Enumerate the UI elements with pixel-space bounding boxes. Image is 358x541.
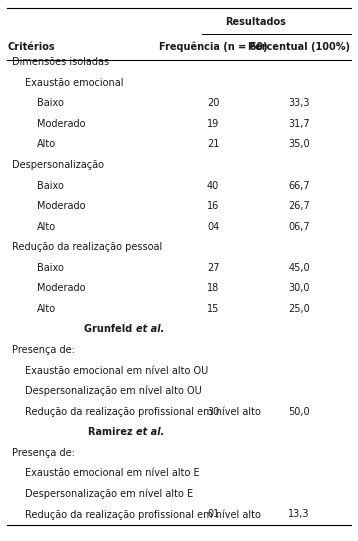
Text: Frequência (n = 60): Frequência (n = 60) xyxy=(159,42,267,52)
Text: Resultados: Resultados xyxy=(226,17,286,27)
Text: Critérios: Critérios xyxy=(7,42,55,52)
Text: 16: 16 xyxy=(207,201,219,211)
Text: Percentual (100%): Percentual (100%) xyxy=(248,42,350,52)
Text: et al.: et al. xyxy=(136,427,164,437)
Text: Redução da realização profissional em nível alto: Redução da realização profissional em ní… xyxy=(25,509,261,520)
Text: 66,7: 66,7 xyxy=(288,181,310,190)
Text: Exaustão emocional: Exaustão emocional xyxy=(25,78,124,88)
Text: 15: 15 xyxy=(207,304,219,314)
Text: Moderado: Moderado xyxy=(37,119,86,129)
Text: Moderado: Moderado xyxy=(37,201,86,211)
Text: Redução da realização profissional em nível alto: Redução da realização profissional em ní… xyxy=(25,406,261,417)
Text: Alto: Alto xyxy=(37,140,56,149)
Text: 21: 21 xyxy=(207,140,219,149)
Text: 30,0: 30,0 xyxy=(288,283,310,293)
Text: Baixo: Baixo xyxy=(37,181,64,190)
Text: Despersonalização em nível alto OU: Despersonalização em nível alto OU xyxy=(25,386,202,397)
Text: 31,7: 31,7 xyxy=(288,119,310,129)
Text: 26,7: 26,7 xyxy=(288,201,310,211)
Text: Baixo: Baixo xyxy=(37,98,64,108)
Text: Presença de:: Presença de: xyxy=(12,448,75,458)
Text: 13,3: 13,3 xyxy=(288,510,310,519)
Text: Exaustão emocional em nível alto OU: Exaustão emocional em nível alto OU xyxy=(25,366,208,375)
Text: Baixo: Baixo xyxy=(37,263,64,273)
Text: 45,0: 45,0 xyxy=(288,263,310,273)
Text: et al.: et al. xyxy=(136,325,164,334)
Text: Presença de:: Presença de: xyxy=(12,345,75,355)
Text: Grunfeld: Grunfeld xyxy=(84,325,136,334)
Text: 19: 19 xyxy=(207,119,219,129)
Text: Alto: Alto xyxy=(37,304,56,314)
Text: Alto: Alto xyxy=(37,222,56,232)
Text: 04: 04 xyxy=(207,222,219,232)
Text: 33,3: 33,3 xyxy=(288,98,310,108)
Text: 27: 27 xyxy=(207,263,219,273)
Text: 50,0: 50,0 xyxy=(288,407,310,417)
Text: 18: 18 xyxy=(207,283,219,293)
Text: 20: 20 xyxy=(207,98,219,108)
Text: Ramirez: Ramirez xyxy=(88,427,136,437)
Text: 25,0: 25,0 xyxy=(288,304,310,314)
Text: Moderado: Moderado xyxy=(37,283,86,293)
Text: 35,0: 35,0 xyxy=(288,140,310,149)
Text: Redução da realização pessoal: Redução da realização pessoal xyxy=(12,242,163,252)
Text: Despersonalização: Despersonalização xyxy=(12,160,104,170)
Text: 06,7: 06,7 xyxy=(288,222,310,232)
Text: Despersonalização em nível alto E: Despersonalização em nível alto E xyxy=(25,489,193,499)
Text: 40: 40 xyxy=(207,181,219,190)
Text: Dimensões isoladas: Dimensões isoladas xyxy=(12,57,109,67)
Text: Exaustão emocional em nível alto E: Exaustão emocional em nível alto E xyxy=(25,469,200,478)
Text: 30: 30 xyxy=(207,407,219,417)
Text: 01: 01 xyxy=(207,510,219,519)
